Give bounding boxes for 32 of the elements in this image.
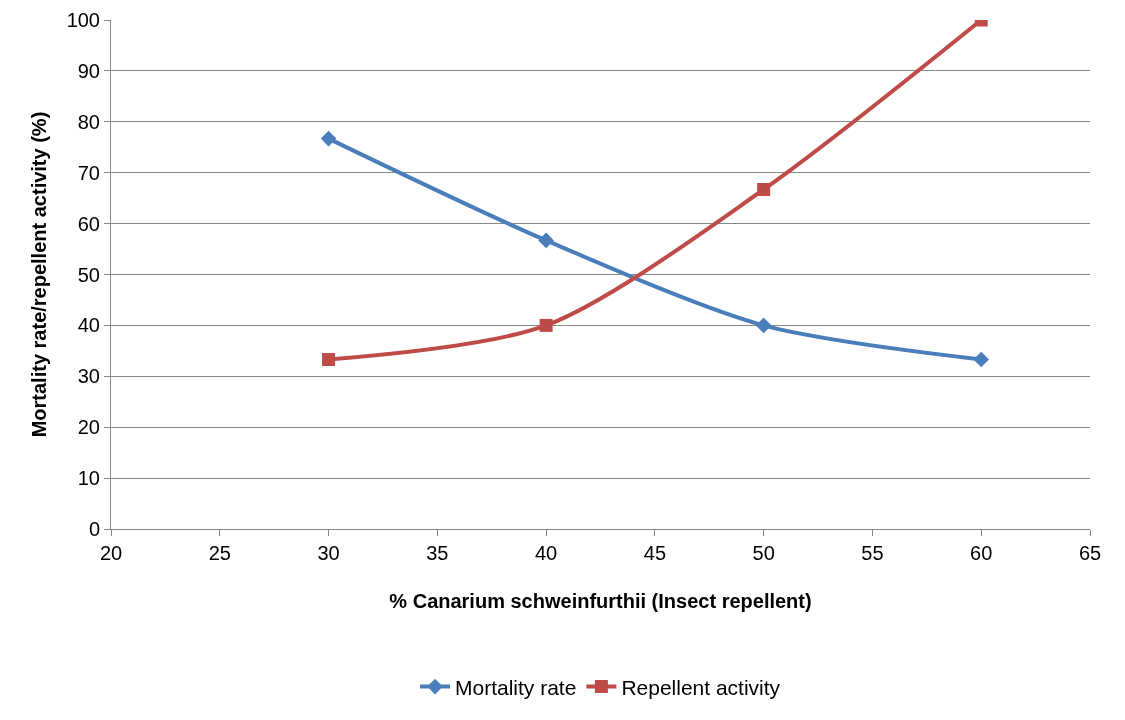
x-axis-title: % Canarium schweinfurthii (Insect repellent)	[389, 589, 812, 612]
point	[538, 232, 554, 249]
legend-label: Repellent activity	[621, 675, 781, 699]
x-tick-label: 65	[1078, 542, 1102, 564]
x-tick-label: 55	[861, 542, 884, 564]
y-tick-label: 60	[77, 212, 100, 235]
point	[539, 318, 553, 332]
y-tick-label: 90	[77, 59, 100, 82]
y-tick-label: 80	[77, 110, 100, 133]
x-tick-label: 35	[426, 542, 449, 564]
x-tick-label: 45	[643, 542, 667, 564]
legend-label: Mortality rate	[455, 675, 577, 699]
x-tick-label: 50	[752, 542, 775, 564]
point	[755, 317, 772, 334]
y-tick-label: 100	[66, 9, 100, 31]
y-tick-label: 20	[77, 416, 100, 439]
x-tick-label: 40	[534, 542, 558, 564]
y-tick-label: 0	[88, 518, 100, 540]
point	[757, 183, 771, 196]
point	[973, 351, 990, 368]
y-tick-label: 40	[77, 314, 100, 337]
y-tick-label: 70	[77, 161, 100, 184]
y-tick-label: 10	[77, 467, 100, 490]
y-tick-label: 50	[77, 263, 100, 286]
x-tick-label: 60	[970, 542, 993, 564]
x-tick-label: 25	[208, 542, 231, 564]
x-tick-label: 30	[317, 542, 340, 564]
y-tick-label: 30	[77, 365, 100, 388]
point	[320, 130, 337, 147]
y-axis-title: Mortality rate/repellent activity (%)	[28, 111, 51, 438]
point	[322, 353, 336, 366]
x-tick-label: 20	[99, 542, 123, 564]
